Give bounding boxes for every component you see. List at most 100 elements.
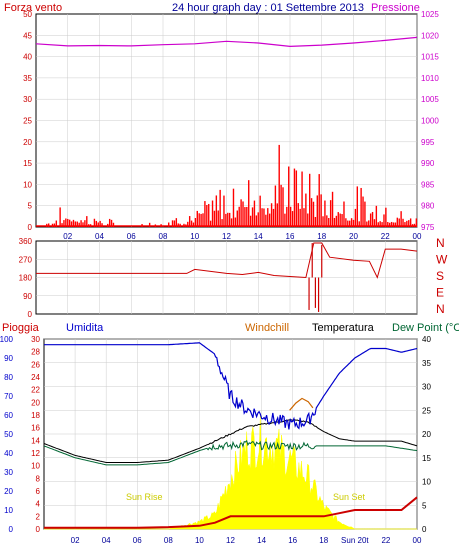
wind-tick-label: 30	[23, 95, 32, 104]
temperature-label: Temperatura	[312, 322, 375, 334]
wind-tick-label: 0	[28, 223, 33, 232]
rain-label: Pioggia	[2, 322, 40, 334]
humidity-tick-label: 20	[4, 487, 13, 496]
rain-tick-label: 2	[36, 512, 41, 521]
rain-tick-label: 24	[31, 373, 40, 382]
temperature-axis: 0 5 10 15 20 25 30 35 40	[422, 335, 431, 534]
dewpoint-label: Dew Point (°C	[392, 322, 459, 334]
compass-label: E	[436, 286, 444, 300]
x-tick-label: 08	[159, 232, 168, 241]
wind-tick-label: 25	[23, 117, 32, 126]
rain-tick-label: 16	[31, 424, 40, 433]
humidity-line	[44, 342, 418, 430]
direction-tick-label: 270	[19, 255, 33, 264]
rain-tick-label: 14	[31, 436, 40, 445]
sunrise-label: Sun Rise	[126, 492, 163, 502]
x-tick-label: 10	[195, 536, 204, 545]
temp-tick-label: 30	[422, 383, 431, 392]
x-tick-label: 08	[164, 536, 173, 545]
rain-tick-label: 6	[36, 487, 41, 496]
direction-tick-label: 90	[23, 292, 32, 301]
x-tick-label: 12	[226, 536, 235, 545]
rain-tick-label: 4	[36, 500, 41, 509]
rain-tick-label: 18	[31, 411, 40, 420]
wind-tick-label: 20	[23, 138, 32, 147]
temp-tick-label: 20	[422, 430, 431, 439]
x-tick-label: 14	[257, 536, 266, 545]
x-tick-label: 04	[102, 536, 111, 545]
wind-tick-label: 15	[23, 159, 32, 168]
pressure-tick-label: 1025	[421, 10, 439, 19]
rain-tick-label: 10	[31, 462, 40, 471]
humidity-tick-label: 50	[4, 430, 13, 439]
windchill-line	[289, 397, 314, 411]
humidity-axis: 0 10 20 30 40 50 60 70 80 90 100	[0, 335, 14, 534]
panel1-grid	[36, 14, 418, 227]
x-tick-label: 22	[381, 232, 390, 241]
temp-tick-label: 0	[422, 525, 427, 534]
humidity-tick-label: 0	[9, 525, 14, 534]
chart-title: 24 hour graph day : 01 Settembre 2013	[172, 2, 364, 14]
weather-panel: Pioggia Umidita Windchill Temperatura De…	[0, 322, 459, 545]
wind-tick-label: 45	[23, 31, 32, 40]
temp-tick-label: 35	[422, 359, 431, 368]
humidity-tick-label: 90	[4, 354, 13, 363]
humidity-tick-label: 60	[4, 411, 13, 420]
temp-tick-label: 10	[422, 478, 431, 487]
wind-tick-label: 5	[28, 202, 33, 211]
x-tick-label: 20	[349, 232, 358, 241]
temp-tick-label: 15	[422, 454, 431, 463]
rain-tick-label: 0	[36, 525, 41, 534]
wind-force-label: Forza vento	[4, 2, 62, 14]
wind-tick-label: 50	[23, 10, 32, 19]
direction-tick-label: 180	[19, 274, 33, 283]
pressure-tick-label: 990	[421, 159, 435, 168]
rain-tick-label: 30	[31, 335, 40, 344]
pressure-axis: 975 980 985 990 995 1000 1005 1010 1015 1020 1025	[421, 10, 439, 232]
panel3-x-axis: 02 04 06 08 10 12 14 16 18 Sun 20t 22 00	[71, 536, 422, 545]
dewpoint-line	[43, 439, 418, 466]
x-tick-label: 16	[286, 232, 295, 241]
panel1-x-axis: 02 04 06 08 10 12 14 16 18 20 22 00	[63, 232, 422, 241]
x-tick-label: 00	[413, 536, 422, 545]
pressure-tick-label: 995	[421, 138, 435, 147]
humidity-tick-label: 40	[4, 449, 13, 458]
x-tick-label: 12	[222, 232, 231, 241]
x-tick-label: 10	[190, 232, 199, 241]
pressure-tick-label: 980	[421, 202, 435, 211]
compass-label: N	[436, 302, 445, 316]
pressure-line	[35, 36, 418, 48]
temp-tick-label: 25	[422, 406, 431, 415]
rain-tick-label: 22	[31, 386, 40, 395]
humidity-label: Umidita	[66, 322, 104, 334]
humidity-tick-label: 100	[0, 335, 14, 344]
pressure-tick-label: 1000	[421, 117, 439, 126]
humidity-tick-label: 30	[4, 468, 13, 477]
wind-bars	[36, 144, 418, 227]
wind-tick-label: 40	[23, 53, 32, 62]
humidity-tick-label: 80	[4, 373, 13, 382]
sunset-label: Sun Set	[333, 492, 366, 502]
solar-area	[44, 415, 417, 530]
x-tick-label: 18	[317, 232, 326, 241]
direction-axis: 360 270 180 90 0	[19, 237, 33, 319]
x-tick-label: 00	[413, 232, 422, 241]
x-tick-label: 18	[319, 536, 328, 545]
compass-label: N	[436, 236, 445, 250]
humidity-tick-label: 10	[4, 506, 13, 515]
temp-tick-label: 40	[422, 335, 431, 344]
pressure-tick-label: 1010	[421, 74, 439, 83]
rain-tick-label: 20	[31, 398, 40, 407]
wind-tick-label: 10	[23, 180, 32, 189]
direction-tick-label: 0	[28, 310, 33, 319]
compass-label: S	[436, 269, 444, 283]
rain-line	[44, 496, 418, 529]
x-tick-label: 22	[381, 536, 390, 545]
x-tick-label: 16	[288, 536, 297, 545]
pressure-tick-label: 985	[421, 180, 435, 189]
panel3-grid	[44, 338, 418, 530]
compass-label: W	[436, 253, 448, 267]
